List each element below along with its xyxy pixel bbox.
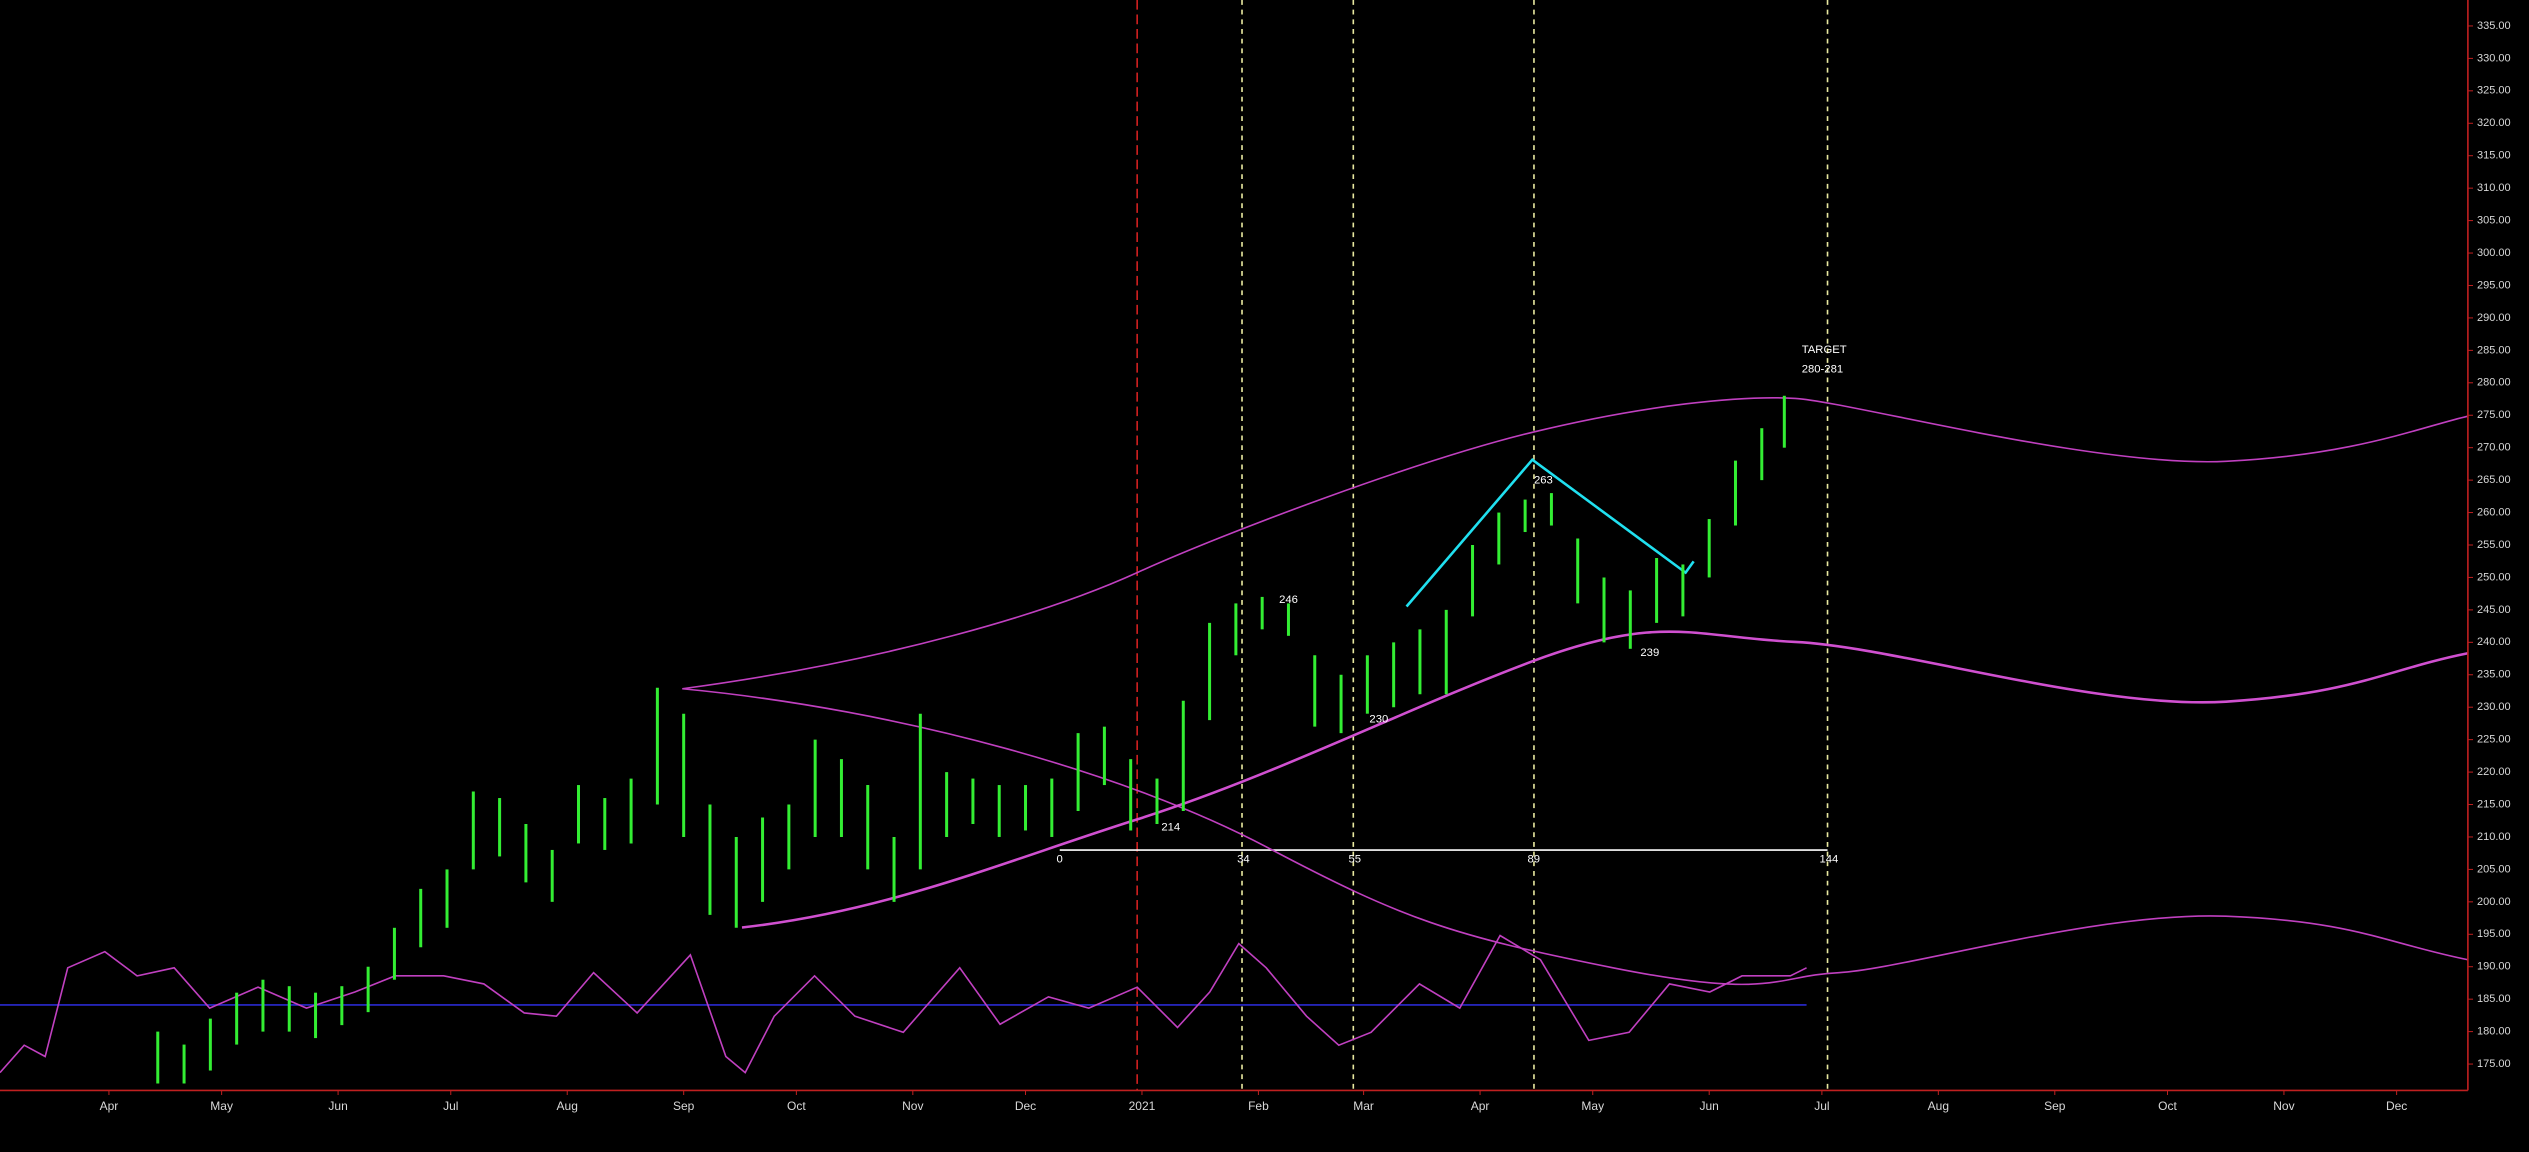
y-tick-label: 225.00 [2477,734,2511,746]
pattern-lines [1405,457,1695,608]
y-tick-label: 300.00 [2477,247,2511,259]
x-tick-label: May [1581,1099,1604,1113]
x-tick-label: Jun [1700,1099,1719,1113]
y-tick-label: 190.00 [2477,961,2511,973]
x-tick-label: Jul [443,1099,458,1113]
x-tick-label: Sep [2044,1099,2066,1113]
x-tick-label: Aug [1928,1099,1949,1113]
y-tick-label: 280.00 [2477,377,2511,389]
x-tick-label: Apr [100,1099,119,1113]
oscillator [0,934,1807,1074]
x-tick-label: Nov [902,1099,923,1113]
y-tick-label: 325.00 [2477,85,2511,97]
x-tick-label: Dec [2386,1099,2407,1113]
y-tick-label: 295.00 [2477,279,2511,291]
y-tick-label: 245.00 [2477,604,2511,616]
y-tick-label: 230.00 [2477,701,2511,713]
y-tick-label: 215.00 [2477,798,2511,810]
target-label: TARGET [1802,344,1847,356]
lower-band [741,630,2469,929]
y-tick-label: 250.00 [2477,571,2511,583]
y-tick-label: 265.00 [2477,474,2511,486]
overlays: TARGET 280-281 246 230 263 239 214 0 34 … [0,0,2469,1092]
price-note: 263 [1534,475,1553,487]
time-lines [1136,0,1829,1091]
price-note: 230 [1369,713,1388,725]
x-tick-label: Jul [1814,1099,1829,1113]
y-tick-label: 335.00 [2477,20,2511,32]
y-tick-label: 270.00 [2477,442,2511,454]
middle-band [682,687,2469,986]
x-tick-label: Mar [1353,1099,1374,1113]
y-tick-label: 175.00 [2477,1058,2511,1070]
price-note: 239 [1640,647,1659,659]
x-tick-label: Sep [673,1099,695,1113]
fib-label: 0 [1057,854,1063,866]
x-tick-label: Nov [2273,1099,2294,1113]
y-tick-label: 205.00 [2477,863,2511,875]
y-tick-label: 330.00 [2477,52,2511,64]
y-tick-label: 220.00 [2477,766,2511,778]
target-range: 280-281 [1802,363,1843,375]
y-tick-label: 290.00 [2477,312,2511,324]
fib-label: 144 [1819,854,1838,866]
y-tick-label: 185.00 [2477,993,2511,1005]
y-tick-label: 240.00 [2477,636,2511,648]
y-tick-label: 195.00 [2477,928,2511,940]
fib-label: 34 [1237,854,1250,866]
x-tick-label: Feb [1248,1099,1269,1113]
y-tick-label: 315.00 [2477,150,2511,162]
y-tick-label: 180.00 [2477,1026,2511,1038]
x-tick-label: Apr [1471,1099,1490,1113]
x-tick-label: 2021 [1129,1099,1156,1113]
y-tick-label: 305.00 [2477,215,2511,227]
price-note: 246 [1279,594,1298,606]
y-tick-label: 200.00 [2477,896,2511,908]
upper-band [682,397,2469,690]
x-tick-label: Dec [1015,1099,1036,1113]
price-note: 214 [1161,821,1180,833]
x-tick-label: Oct [2158,1099,2177,1113]
y-tick-label: 285.00 [2477,344,2511,356]
y-tick-label: 260.00 [2477,506,2511,518]
x-tick-label: Oct [787,1099,806,1113]
y-tick-label: 210.00 [2477,831,2511,843]
y-tick-label: 255.00 [2477,539,2511,551]
fib-label: 89 [1528,854,1541,866]
y-tick-label: 235.00 [2477,669,2511,681]
y-tick-label: 320.00 [2477,117,2511,129]
x-tick-label: May [210,1099,233,1113]
y-tick-label: 310.00 [2477,182,2511,194]
y-tick-label: 275.00 [2477,409,2511,421]
fib-label: 55 [1348,854,1361,866]
x-tick-label: Aug [557,1099,578,1113]
x-tick-label: Jun [328,1099,347,1113]
